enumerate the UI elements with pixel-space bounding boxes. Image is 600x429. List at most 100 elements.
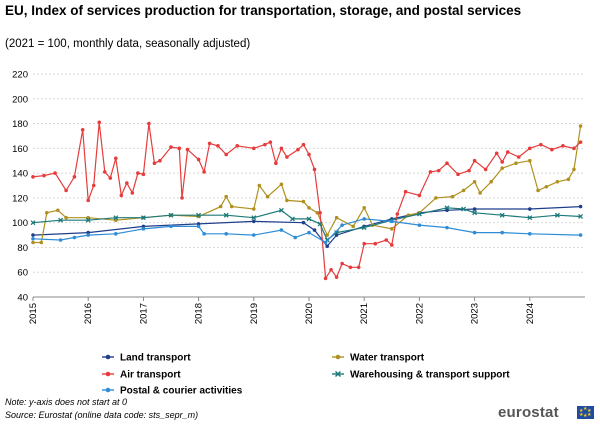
data-point (196, 212, 202, 218)
eurostat-logo: eurostat (498, 404, 559, 421)
data-point (152, 161, 157, 165)
data-point (301, 142, 306, 147)
data-point (514, 161, 518, 165)
series-postal-courier-activities (31, 217, 583, 245)
data-point (434, 196, 438, 200)
series-line (32, 206, 581, 248)
x-tick-label: 2019 (249, 303, 260, 324)
data-point (312, 228, 317, 232)
legend-item: Land transport (102, 353, 191, 364)
data-point (72, 175, 77, 179)
data-point (528, 207, 532, 211)
legend-label: Postal & courier activities (120, 386, 243, 397)
data-point (202, 170, 206, 174)
data-point (483, 167, 488, 172)
legend-marker (105, 387, 111, 393)
data-point (86, 230, 90, 235)
y-tick-label: 80 (17, 243, 28, 254)
data-point (278, 207, 284, 213)
eu-flag-icon: ★ ★ ★ ★ ★ ★ (577, 406, 594, 419)
data-point (472, 207, 477, 211)
data-point (141, 227, 146, 231)
data-point (445, 161, 449, 165)
data-point (268, 140, 273, 144)
legend-item: Air transport (102, 370, 181, 381)
x-tick-label: 2015 (28, 303, 39, 324)
data-point (472, 230, 477, 235)
series-line (32, 218, 581, 244)
legend-label: Air transport (120, 370, 181, 381)
data-point (445, 225, 449, 230)
data-point (417, 193, 422, 198)
data-point (279, 146, 284, 151)
data-point (30, 220, 36, 226)
data-point (500, 230, 505, 235)
series-air-transport (31, 120, 583, 281)
data-point (196, 224, 201, 229)
data-point (505, 150, 510, 154)
data-point (578, 204, 583, 209)
data-point (196, 157, 201, 162)
legend-label: Water transport (350, 353, 425, 364)
data-point (218, 204, 223, 209)
data-point (56, 208, 60, 213)
data-point (130, 191, 135, 195)
data-point (307, 152, 311, 157)
data-point (356, 265, 361, 270)
data-point (31, 175, 35, 179)
data-point (307, 230, 311, 235)
x-tick-label: 2017 (138, 303, 149, 324)
data-point (325, 233, 330, 237)
legend-label: Land transport (120, 353, 191, 364)
data-point (301, 220, 306, 225)
data-point (58, 217, 64, 223)
x-tick-label: 2018 (194, 303, 205, 324)
data-point (202, 232, 206, 236)
data-point (31, 233, 35, 237)
data-point (223, 212, 229, 218)
data-point (416, 211, 422, 217)
legend-item: Postal & courier activities (102, 386, 243, 397)
data-point (390, 243, 394, 247)
data-point (31, 240, 35, 245)
data-point (461, 206, 467, 212)
data-point (257, 183, 262, 188)
y-tick-label: 60 (17, 268, 28, 279)
chart-subtitle: (2021 = 100, monthly data, seasonally ad… (5, 38, 251, 50)
data-point (158, 158, 162, 163)
data-point (340, 223, 344, 227)
data-point (229, 204, 234, 209)
data-point (351, 224, 355, 229)
data-point (285, 198, 289, 203)
data-point (293, 235, 298, 240)
data-point (323, 240, 328, 245)
y-tick-label: 200 (12, 94, 28, 105)
data-point (312, 167, 317, 172)
data-point (516, 155, 521, 159)
data-point (207, 141, 212, 146)
y-tick-label: 40 (17, 293, 28, 304)
data-point (72, 235, 77, 240)
data-point (395, 212, 400, 216)
data-point (114, 232, 118, 236)
data-point (417, 223, 422, 227)
data-point (494, 151, 499, 156)
data-point (489, 179, 493, 184)
data-point (334, 275, 339, 279)
data-point (169, 145, 173, 149)
data-point (528, 158, 532, 163)
data-point (91, 183, 96, 188)
x-tick-label: 2021 (359, 303, 370, 324)
legend-marker (335, 354, 341, 360)
data-point (224, 232, 228, 236)
data-point (140, 215, 146, 221)
data-point (340, 261, 344, 266)
legend-marker (334, 370, 342, 378)
data-point (390, 219, 394, 224)
data-point (334, 230, 340, 236)
data-point (31, 236, 35, 241)
data-point (169, 224, 173, 229)
data-point (373, 241, 378, 246)
data-point (125, 181, 129, 185)
data-point (499, 212, 505, 218)
